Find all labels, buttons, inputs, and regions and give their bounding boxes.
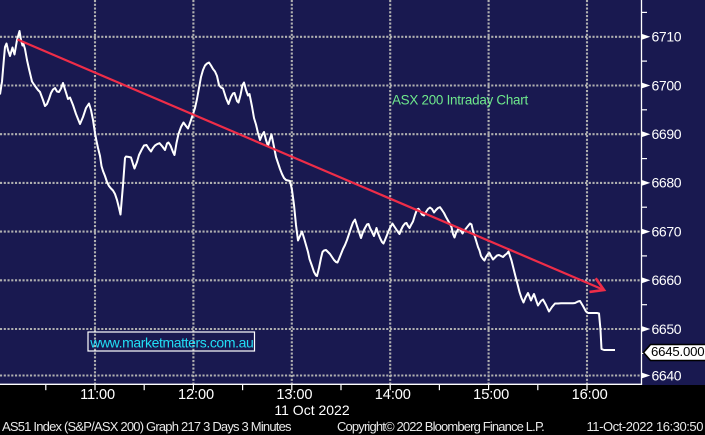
svg-text:15:00: 15:00 bbox=[473, 387, 509, 403]
svg-text:ASX 200 Intraday Chart: ASX 200 Intraday Chart bbox=[392, 93, 528, 108]
svg-text:11-Oct-2022 16:30:50: 11-Oct-2022 16:30:50 bbox=[586, 419, 703, 434]
svg-text:6690: 6690 bbox=[652, 126, 682, 142]
svg-text:11:00: 11:00 bbox=[80, 387, 115, 403]
svg-text:6710: 6710 bbox=[652, 29, 682, 45]
svg-text:6680: 6680 bbox=[652, 175, 682, 191]
svg-text:Copyright© 2022 Bloomberg Fina: Copyright© 2022 Bloomberg Finance L.P. bbox=[337, 419, 544, 434]
svg-text:13:00: 13:00 bbox=[276, 387, 312, 403]
svg-text:6640: 6640 bbox=[652, 367, 682, 383]
svg-text:6670: 6670 bbox=[652, 223, 682, 239]
svg-text:12:00: 12:00 bbox=[178, 387, 214, 403]
svg-text:6650: 6650 bbox=[652, 321, 682, 337]
svg-text:16:00: 16:00 bbox=[572, 387, 608, 403]
svg-text:www.marketmatters.com.au: www.marketmatters.com.au bbox=[89, 335, 253, 351]
svg-text:6660: 6660 bbox=[652, 272, 682, 288]
svg-text:11 Oct 2022: 11 Oct 2022 bbox=[274, 402, 349, 418]
svg-text:6700: 6700 bbox=[652, 77, 682, 93]
svg-text:14:00: 14:00 bbox=[375, 387, 411, 403]
svg-text:AS51 Index (S&P/ASX 200) Graph: AS51 Index (S&P/ASX 200) Graph 217 3 Day… bbox=[2, 419, 292, 434]
svg-text:6645.000: 6645.000 bbox=[651, 344, 704, 359]
